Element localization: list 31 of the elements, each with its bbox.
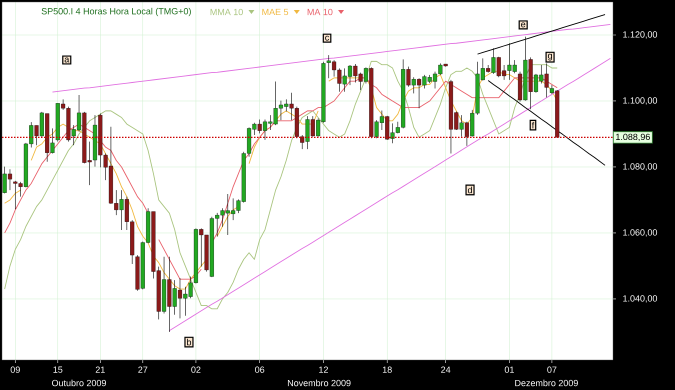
x-tick-label: 18 [382,366,392,373]
legend-label: MA 10 [308,8,332,16]
x-tick-label: 06 [255,366,264,373]
text: Dezembro 2009 [515,380,578,386]
legend-label: MAE 5 [262,8,288,16]
annotation: a [64,58,70,62]
x-tick-label: 24 [441,366,450,373]
annotation: b [187,338,192,346]
x-tick-label: 21 [96,366,105,373]
annotation: f [532,122,534,128]
annotation: c [325,36,330,41]
text: SP500.I 4 Horas Hora Local (TMG+0) [42,8,191,16]
ref-line-label: 1.088,96 [616,134,650,142]
legend-label: MMA 10 [210,8,243,16]
y-tick-label: 1.100,00 [623,97,658,105]
text: Novembro 2009 [288,380,351,386]
y-tick-label: 1.060,00 [623,229,658,237]
x-tick-label: 02 [191,366,200,373]
x-tick-label: 15 [53,366,62,373]
y-tick-label: 1.120,00 [623,31,658,39]
x-tick-label: 01 [504,366,514,373]
x-tick-label: 27 [138,366,148,373]
x-tick-label: 09 [10,366,20,373]
x-tick-label: 12 [319,366,328,373]
annotation: g [548,54,552,60]
text: Outubro 2009 [52,380,106,386]
y-tick-label: 1.080,00 [623,163,658,171]
annotation: d [468,186,472,194]
x-tick-label: 07 [547,366,556,373]
annotation: e [521,22,526,28]
y-tick-label: 1.040,00 [623,295,658,303]
